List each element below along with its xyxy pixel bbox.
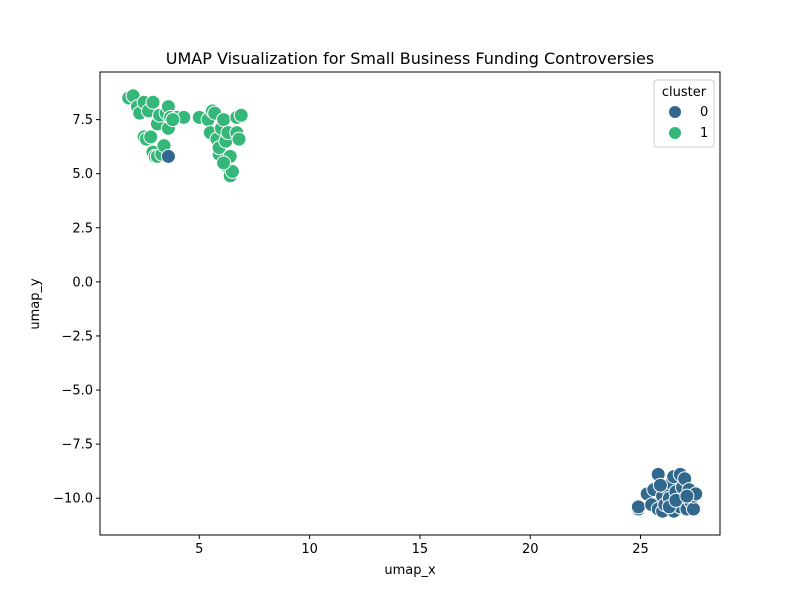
legend-label-0: 0 [700,105,708,120]
y-tick-label: −7.5 [61,438,93,453]
x-tick-label: 20 [522,542,539,557]
y-tick-label: 2.5 [72,221,93,236]
y-tick-label: −10.0 [53,492,93,507]
scatter-point-cluster-1 [216,155,232,171]
x-tick-label: 15 [412,542,429,557]
x-axis-label: umap_x [384,563,436,578]
chart-title: UMAP Visualization for Small Business Fu… [166,49,654,68]
scatter-point-cluster-1 [145,94,161,110]
y-tick-label: 5.0 [72,167,93,182]
x-tick-label: 10 [301,542,318,557]
legend-title: cluster [662,85,707,100]
scatter-point-cluster-1 [143,129,159,145]
x-tick-label: 5 [195,542,203,557]
x-tick-label: 25 [632,542,649,557]
scatter-point-cluster-1 [233,107,249,123]
y-tick-label: 7.5 [72,113,93,128]
scatter-point-cluster-0 [679,488,695,504]
legend-marker-0 [669,106,681,118]
legend-box [653,79,715,148]
y-tick-label: −2.5 [61,329,93,344]
scatter-point-cluster-1 [231,131,247,147]
legend-marker-1 [669,127,681,139]
legend-label-1: 1 [700,126,708,141]
y-axis: −10.0 −7.5 −5.0 −2.5 0.0 2.5 5.0 7.5 [53,113,100,507]
x-axis: 5 10 15 20 25 [195,535,649,557]
scatter-point-cluster-1 [216,112,232,128]
scatter-point-cluster-1 [165,112,181,128]
scatter-point-cluster-0 [160,148,176,164]
y-tick-label: −5.0 [61,384,93,399]
scatter-point-cluster-0 [686,501,701,517]
scatter-point-cluster-0 [630,499,646,515]
y-tick-label: 0.0 [72,275,93,290]
legend: cluster 0 1 [653,79,715,148]
scatter-point-cluster-0 [652,477,668,493]
plot-marks [121,88,704,519]
y-axis-label: umap_y [28,278,43,330]
plot-frame [99,71,721,536]
